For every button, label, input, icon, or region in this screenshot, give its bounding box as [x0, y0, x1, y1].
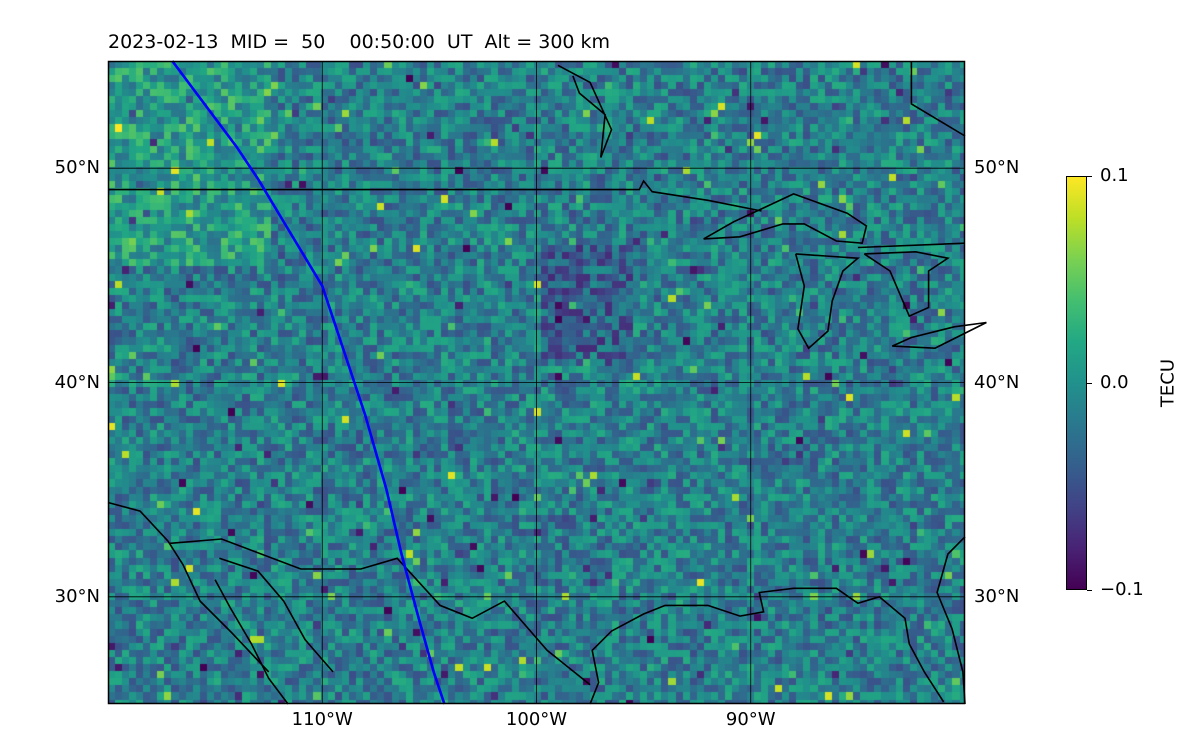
coastlines — [107, 61, 987, 705]
coastline-segment — [863, 250, 950, 318]
lat-tick-label-left: 50°N — [54, 157, 100, 179]
coastline-segment — [857, 242, 966, 249]
lon-tick-label: 90°W — [725, 709, 776, 730]
colorbar-tick-label: −0.1 — [1100, 579, 1144, 600]
satellite-track-line — [171, 60, 446, 705]
colorbar-gradient — [1066, 176, 1087, 590]
coastline-segment — [214, 579, 289, 705]
coastline-segment — [794, 253, 860, 350]
map-title: 2023-02-13 MID = 50 00:50:00 UT Alt = 30… — [108, 31, 611, 53]
lon-tick-label: 110°W — [291, 709, 353, 730]
coastline-segment — [219, 557, 334, 673]
map-frame — [107, 60, 966, 705]
colorbar-tick-label: 0.0 — [1100, 372, 1129, 393]
colorbar-label: TECU — [1157, 358, 1179, 408]
colorbar-tick — [1087, 176, 1092, 177]
satellite-track — [171, 60, 446, 705]
lat-tick-label-right: 40°N — [974, 371, 1020, 393]
colorbar-tick-label: 0.1 — [1100, 165, 1129, 186]
coastline-segment — [170, 538, 591, 686]
coastline-segment — [936, 536, 966, 705]
coastline-segment — [108, 179, 762, 212]
lat-tick-label-right: 50°N — [974, 157, 1020, 179]
colorbar-tick — [1087, 383, 1092, 384]
gridlines — [108, 61, 965, 704]
coastline-segment — [891, 321, 987, 350]
lat-tick-label-left: 40°N — [54, 371, 100, 393]
coastline-segment — [557, 64, 613, 158]
coastline-segment — [107, 501, 270, 673]
lat-tick-label-right: 30°N — [974, 585, 1020, 607]
colorbar — [1066, 176, 1092, 591]
map-overlay — [107, 60, 987, 705]
lon-tick-label: 100°W — [505, 709, 568, 730]
colorbar-tick — [1087, 590, 1092, 591]
coastline-segment — [910, 61, 966, 137]
coastline-segment — [589, 587, 945, 705]
map-panel — [107, 60, 987, 705]
lat-tick-label-left: 30°N — [54, 585, 100, 607]
coastline-segment — [703, 193, 868, 245]
